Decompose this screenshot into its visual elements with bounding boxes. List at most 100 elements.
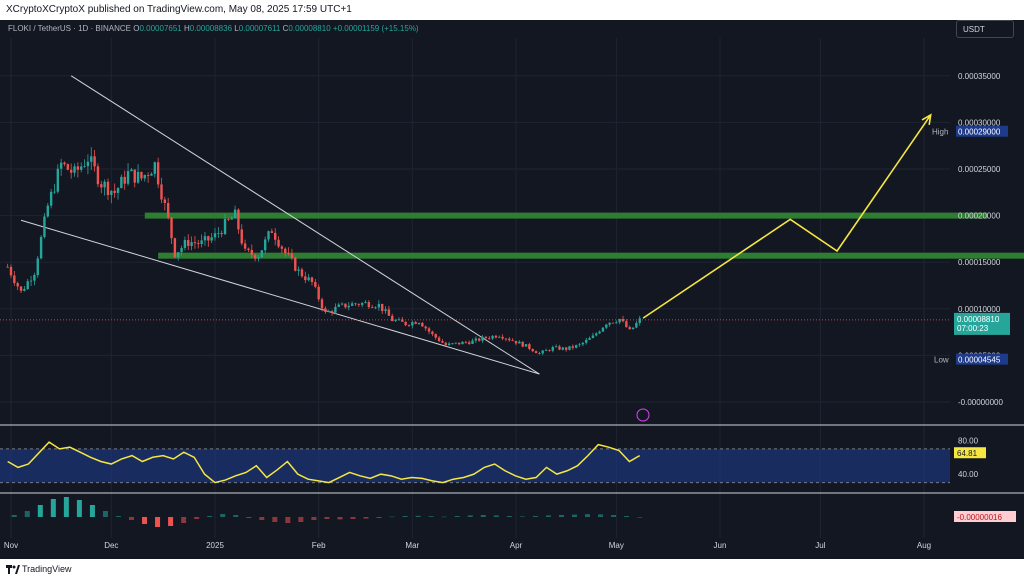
candle-body xyxy=(471,340,474,344)
candles xyxy=(6,147,641,356)
price-tick-label: 0.00030000 xyxy=(958,118,1001,127)
candle xyxy=(491,334,494,341)
candle xyxy=(66,163,70,171)
candle xyxy=(431,330,434,337)
candle xyxy=(588,336,591,340)
candle-body xyxy=(411,322,414,326)
candle-body xyxy=(180,247,183,253)
candle xyxy=(494,334,498,339)
candle-body xyxy=(86,161,90,167)
candle-body xyxy=(237,209,240,230)
price-tick-label: 0.00020000 xyxy=(958,212,1001,221)
time-tick-label: Mar xyxy=(405,541,419,550)
candle xyxy=(250,244,253,259)
candle xyxy=(628,325,631,330)
projection-arrowhead xyxy=(921,113,932,125)
candle xyxy=(56,164,60,194)
candle-body xyxy=(558,346,561,350)
candle-body xyxy=(625,321,628,328)
publisher-text: XCryptoXCryptoX published on TradingView… xyxy=(6,4,352,15)
macd-bar xyxy=(298,517,304,522)
time-tick-label: Apr xyxy=(510,541,523,550)
alert-icon xyxy=(636,408,650,422)
candle-body xyxy=(334,306,337,313)
candle-body xyxy=(46,205,49,217)
candle-body xyxy=(615,322,618,324)
candle xyxy=(451,343,454,345)
candle xyxy=(53,183,56,194)
candle-body xyxy=(581,342,585,345)
candle-body xyxy=(528,344,531,349)
macd-bar xyxy=(76,500,82,517)
candle xyxy=(46,203,49,218)
candle xyxy=(324,306,327,314)
candle xyxy=(96,163,100,188)
candle-body xyxy=(391,315,394,322)
candle xyxy=(407,324,411,327)
candle xyxy=(608,322,611,327)
candle xyxy=(585,337,588,345)
candle-body xyxy=(377,303,381,308)
candle xyxy=(317,284,320,302)
candle-body xyxy=(437,337,441,342)
price-tick-label: 0.00010000 xyxy=(958,305,1001,314)
macd-bar xyxy=(272,517,278,522)
candle xyxy=(421,321,424,327)
candle xyxy=(230,216,233,220)
candle-body xyxy=(80,166,83,170)
candle-body xyxy=(314,281,317,287)
candle-body xyxy=(310,277,314,282)
candle xyxy=(123,170,126,190)
high-label: High xyxy=(932,128,948,137)
time-tick-label: Dec xyxy=(104,541,118,550)
macd-histogram xyxy=(11,497,643,527)
candle-body xyxy=(484,336,488,339)
macd-bar xyxy=(181,517,187,523)
candle-body xyxy=(588,338,591,340)
candle xyxy=(337,302,340,308)
candle xyxy=(19,286,23,294)
candle-body xyxy=(23,289,26,291)
macd-bar xyxy=(337,517,343,520)
candle xyxy=(304,271,307,284)
close-value: 0.00008810 xyxy=(288,24,331,33)
candle xyxy=(551,345,554,353)
price-tick-label: 0.00035000 xyxy=(958,72,1001,81)
price-tick-label: -0.00000000 xyxy=(958,398,1003,407)
candle xyxy=(354,302,357,307)
candle xyxy=(237,208,240,234)
candle xyxy=(591,332,595,339)
candle-body xyxy=(631,327,635,330)
candle xyxy=(314,279,317,289)
macd-bar xyxy=(532,516,538,517)
candle-body xyxy=(223,218,227,235)
candle xyxy=(528,342,531,351)
macd-bar xyxy=(11,515,17,517)
candle xyxy=(558,344,561,351)
projection-path xyxy=(642,114,932,319)
currency-button[interactable]: USDT xyxy=(956,20,1014,38)
candle xyxy=(197,239,200,249)
candle xyxy=(29,276,33,286)
candle xyxy=(320,297,324,312)
macd-bar xyxy=(624,516,630,517)
candle-body xyxy=(441,341,444,343)
candle-body xyxy=(498,336,501,338)
candle xyxy=(297,266,300,276)
candle xyxy=(568,346,571,351)
candle xyxy=(136,164,140,184)
candle xyxy=(484,335,488,341)
price-chart[interactable]: 0.00035000 0.00030000 0.00025000 0.00020000… xyxy=(0,38,1024,559)
candle-body xyxy=(330,311,334,313)
candle-body xyxy=(554,346,558,348)
candle-body xyxy=(183,240,187,248)
candle-body xyxy=(6,266,9,268)
candle xyxy=(277,236,280,249)
macd-bar xyxy=(233,515,239,517)
candle-body xyxy=(116,188,120,193)
candle-body xyxy=(461,341,464,345)
candle xyxy=(160,177,163,204)
candle-body xyxy=(253,254,257,259)
macd-bar xyxy=(37,505,43,517)
candle-body xyxy=(621,318,625,322)
